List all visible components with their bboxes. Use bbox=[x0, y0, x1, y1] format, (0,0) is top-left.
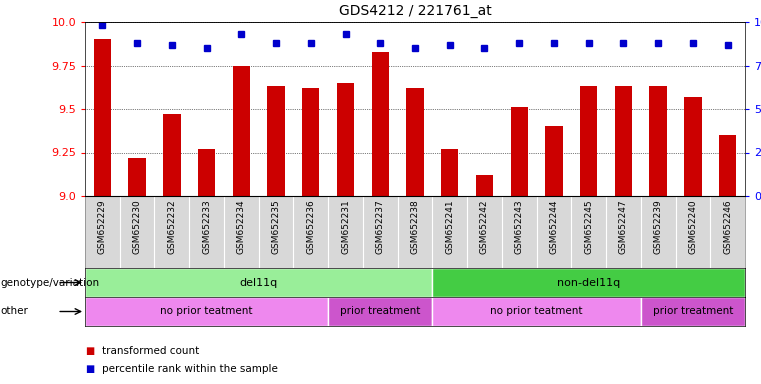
Text: other: other bbox=[1, 306, 29, 316]
Text: no prior teatment: no prior teatment bbox=[161, 306, 253, 316]
Text: GSM652237: GSM652237 bbox=[376, 200, 385, 254]
Bar bbox=[476, 175, 493, 196]
Bar bbox=[615, 86, 632, 196]
Bar bbox=[85, 268, 432, 297]
Text: no prior teatment: no prior teatment bbox=[490, 306, 583, 316]
Bar bbox=[511, 107, 528, 196]
Bar bbox=[406, 88, 424, 196]
Text: GSM652234: GSM652234 bbox=[237, 200, 246, 254]
Text: GSM652244: GSM652244 bbox=[549, 200, 559, 254]
Text: GSM652241: GSM652241 bbox=[445, 200, 454, 254]
Bar bbox=[129, 158, 146, 196]
Bar bbox=[371, 51, 389, 196]
Text: genotype/variation: genotype/variation bbox=[1, 278, 100, 288]
Text: GSM652229: GSM652229 bbox=[98, 200, 107, 254]
Text: GSM652231: GSM652231 bbox=[341, 200, 350, 254]
Text: percentile rank within the sample: percentile rank within the sample bbox=[102, 364, 278, 374]
Text: del11q: del11q bbox=[240, 278, 278, 288]
Text: GSM652243: GSM652243 bbox=[514, 200, 524, 254]
Text: GSM652230: GSM652230 bbox=[132, 200, 142, 254]
Bar bbox=[94, 40, 111, 196]
Text: GSM652235: GSM652235 bbox=[272, 200, 281, 254]
Text: GSM652240: GSM652240 bbox=[689, 200, 697, 254]
Text: GSM652245: GSM652245 bbox=[584, 200, 593, 254]
Text: GSM652238: GSM652238 bbox=[410, 200, 419, 254]
Bar bbox=[198, 149, 215, 196]
Bar bbox=[441, 149, 458, 196]
Text: ■: ■ bbox=[85, 364, 94, 374]
Text: GSM652236: GSM652236 bbox=[306, 200, 315, 254]
Text: prior treatment: prior treatment bbox=[340, 306, 420, 316]
Bar bbox=[267, 86, 285, 196]
Bar bbox=[546, 126, 562, 196]
Bar bbox=[163, 114, 180, 196]
Bar bbox=[233, 66, 250, 196]
Text: GSM652242: GSM652242 bbox=[480, 200, 489, 254]
Text: transformed count: transformed count bbox=[102, 346, 199, 356]
Bar bbox=[580, 86, 597, 196]
Text: GSM652246: GSM652246 bbox=[723, 200, 732, 254]
Text: GSM652239: GSM652239 bbox=[654, 200, 663, 254]
Text: non-del11q: non-del11q bbox=[557, 278, 620, 288]
Title: GDS4212 / 221761_at: GDS4212 / 221761_at bbox=[339, 4, 492, 18]
Bar bbox=[432, 268, 745, 297]
Bar bbox=[328, 297, 432, 326]
Text: GSM652233: GSM652233 bbox=[202, 200, 211, 254]
Text: GSM652232: GSM652232 bbox=[167, 200, 177, 254]
Bar bbox=[337, 83, 354, 196]
Bar bbox=[432, 297, 641, 326]
Bar bbox=[641, 297, 745, 326]
Text: GSM652247: GSM652247 bbox=[619, 200, 628, 254]
Bar bbox=[719, 135, 737, 196]
Text: prior treatment: prior treatment bbox=[653, 306, 733, 316]
Bar bbox=[649, 86, 667, 196]
Bar bbox=[85, 297, 328, 326]
Text: ■: ■ bbox=[85, 346, 94, 356]
Bar bbox=[302, 88, 320, 196]
Bar bbox=[684, 97, 702, 196]
